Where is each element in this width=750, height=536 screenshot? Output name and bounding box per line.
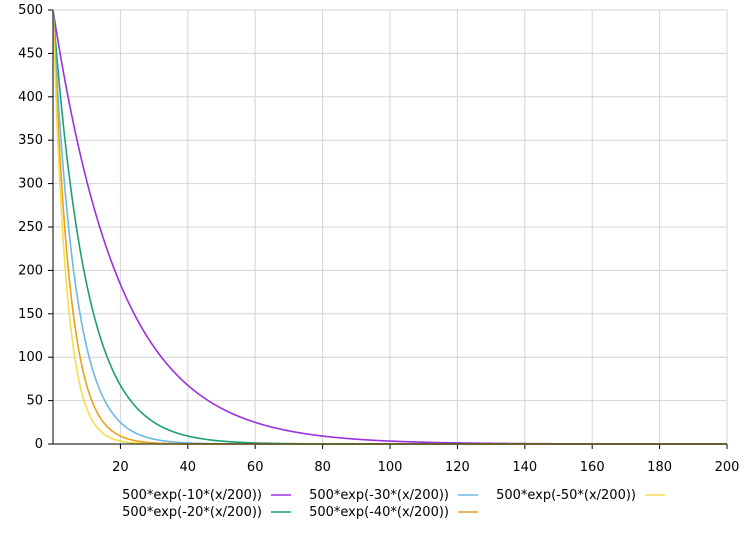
legend-label: 500*exp(-10*(x/200)) (122, 488, 262, 503)
y-tick-label: 50 (26, 394, 43, 409)
legend-label: 500*exp(-50*(x/200)) (496, 488, 636, 503)
y-tick-label: 200 (18, 263, 43, 278)
legend-item-5: 500*exp(-50*(x/200)) (496, 488, 665, 503)
x-tick-label: 20 (112, 460, 129, 475)
legend-label: 500*exp(-20*(x/200)) (122, 505, 262, 520)
x-tick-label: 120 (445, 460, 470, 475)
legend-item-4: 500*exp(-40*(x/200)) (309, 505, 478, 520)
legend-label: 500*exp(-40*(x/200)) (309, 505, 449, 520)
x-tick-label: 60 (247, 460, 264, 475)
legend-item-3: 500*exp(-30*(x/200)) (309, 488, 478, 503)
y-tick-label: 500 (18, 3, 43, 18)
x-tick-label: 140 (512, 460, 537, 475)
y-axis-tick-labels: 0 50 100 150 200 250 300 350 400 450 500 (18, 3, 43, 452)
y-tick-label: 400 (18, 90, 43, 105)
legend-item-1: 500*exp(-10*(x/200)) (122, 488, 291, 503)
y-tick-label: 0 (35, 437, 43, 452)
y-tick-label: 100 (18, 350, 43, 365)
y-tick-label: 150 (18, 307, 43, 322)
legend: 500*exp(-10*(x/200)) 500*exp(-20*(x/200))… (122, 488, 665, 520)
x-tick-label: 100 (378, 460, 403, 475)
y-tick-label: 350 (18, 133, 43, 148)
x-axis-tick-labels: 20 40 60 80 100 120 140 160 180 200 (112, 460, 739, 475)
x-tick-label: 160 (580, 460, 605, 475)
x-tick-label: 180 (647, 460, 672, 475)
y-tick-label: 250 (18, 220, 43, 235)
y-tick-label: 300 (18, 177, 43, 192)
legend-item-2: 500*exp(-20*(x/200)) (122, 505, 291, 520)
x-tick-label: 40 (180, 460, 197, 475)
y-tick-label: 450 (18, 46, 43, 61)
grid (48, 9, 728, 449)
legend-label: 500*exp(-30*(x/200)) (309, 488, 449, 503)
x-tick-label: 200 (715, 460, 740, 475)
x-tick-label: 80 (314, 460, 331, 475)
